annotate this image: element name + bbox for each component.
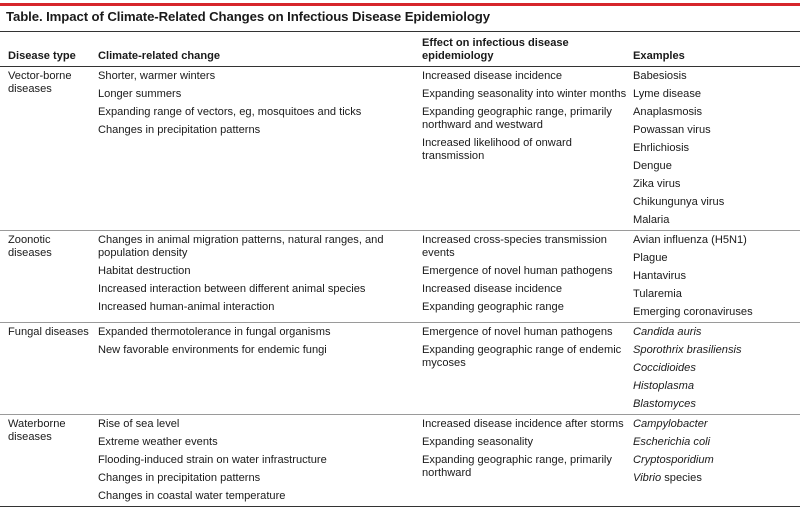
effect-item: Expanding geographic range of endemic my…: [422, 344, 622, 369]
examples-cell: Campylobacter Escherichia coli Cryptospo…: [627, 415, 800, 507]
example-item: Powassan virus: [633, 124, 711, 136]
row-vector-borne: Vector-borne diseases Shorter, warmer wi…: [0, 67, 800, 231]
example-item: Coccidioides: [633, 362, 696, 374]
example-item: Tularemia: [633, 288, 682, 300]
examples-cell: Candida auris Sporothrix brasiliensis Co…: [627, 323, 800, 415]
change-item: Expanded thermotolerance in fungal organ…: [98, 326, 331, 338]
example-item: Babesiosis: [633, 70, 687, 82]
example-item: Candida auris: [633, 326, 702, 338]
row-waterborne: Waterborne diseases Rise of sea level Ex…: [0, 415, 800, 507]
effect-item: Increased disease incidence: [422, 70, 562, 82]
effects-cell: Emergence of novel human pathogens Expan…: [416, 323, 627, 415]
example-item: Ehrlichiosis: [633, 142, 690, 154]
change-item: New favorable environments for endemic f…: [98, 344, 327, 356]
example-suffix: species: [661, 472, 702, 484]
effect-item: Increased disease incidence: [422, 283, 562, 295]
header-effect: Effect on infectious disease epidemiolog…: [422, 37, 569, 62]
example-item: Vibrio species: [633, 472, 800, 485]
disease-type: Waterborne diseases: [8, 418, 66, 443]
example-item: Anaplasmosis: [633, 106, 703, 118]
effects-cell: Increased disease incidence Expanding se…: [416, 67, 627, 231]
example-item: Avian influenza (H5N1): [633, 234, 747, 246]
example-item: Zika virus: [633, 178, 681, 190]
effect-item: Emergence of novel human pathogens: [422, 326, 613, 338]
changes-cell: Changes in animal migration patterns, na…: [92, 231, 416, 323]
effects-cell: Increased disease incidence after storms…: [416, 415, 627, 507]
disease-type: Zoonotic diseases: [8, 234, 52, 259]
example-item: Dengue: [633, 160, 672, 172]
effect-item: Increased likelihood of onward transmiss…: [422, 137, 572, 162]
change-item: Longer summers: [98, 88, 182, 100]
examples-cell: Avian influenza (H5N1) Plague Hantavirus…: [627, 231, 800, 323]
disease-type: Fungal diseases: [8, 326, 89, 338]
row-zoonotic: Zoonotic diseases Changes in animal migr…: [0, 231, 800, 323]
examples-cell: Babesiosis Lyme disease Anaplasmosis Pow…: [627, 67, 800, 231]
example-item: Lyme disease: [633, 88, 702, 100]
example-item: Sporothrix brasiliensis: [633, 344, 742, 356]
change-item: Changes in precipitation patterns: [98, 472, 261, 484]
effect-item: Expanding geographic range, primarily no…: [422, 106, 612, 131]
example-item: Histoplasma: [633, 380, 695, 392]
header-examples: Examples: [633, 50, 685, 62]
epidemiology-table: Disease type Climate-related change Effe…: [0, 31, 800, 507]
change-item: Expanding range of vectors, eg, mosquito…: [98, 106, 362, 118]
accent-rule: [0, 3, 800, 6]
header-disease-type: Disease type: [8, 50, 76, 62]
changes-cell: Rise of sea level Extreme weather events…: [92, 415, 416, 507]
example-genus: Vibrio: [633, 472, 662, 484]
effects-cell: Increased cross-species transmission eve…: [416, 231, 627, 323]
effect-item: Increased disease incidence after storms: [422, 418, 624, 430]
change-item: Changes in precipitation patterns: [98, 124, 261, 136]
changes-cell: Shorter, warmer winters Longer summers E…: [92, 67, 416, 231]
example-item: Hantavirus: [633, 270, 687, 282]
example-item: Blastomyces: [633, 398, 696, 410]
change-item: Habitat destruction: [98, 265, 191, 277]
header-row: Disease type Climate-related change Effe…: [0, 31, 800, 67]
change-item: Increased interaction between different …: [98, 283, 366, 295]
changes-cell: Expanded thermotolerance in fungal organ…: [92, 323, 416, 415]
example-item: Malaria: [633, 214, 670, 226]
example-item: Cryptosporidium: [633, 454, 714, 466]
disease-type: Vector-borne diseases: [8, 70, 72, 95]
change-item: Rise of sea level: [98, 418, 180, 430]
change-item: Shorter, warmer winters: [98, 70, 216, 82]
header-climate-change: Climate-related change: [98, 50, 221, 62]
example-item: Emerging coronaviruses: [633, 306, 753, 318]
change-item: Extreme weather events: [98, 436, 218, 448]
change-item: Flooding-induced strain on water infrast…: [98, 454, 327, 466]
effect-item: Emergence of novel human pathogens: [422, 265, 613, 277]
effect-item: Expanding geographic range: [422, 301, 564, 313]
row-fungal: Fungal diseases Expanded thermotolerance…: [0, 323, 800, 415]
example-item: Escherichia coli: [633, 436, 711, 448]
page: Table. Impact of Climate-Related Changes…: [0, 3, 800, 507]
example-item: Chikungunya virus: [633, 196, 725, 208]
effect-item: Expanding geographic range, primarily no…: [422, 454, 612, 479]
effect-item: Expanding seasonality into winter months: [422, 88, 627, 100]
example-item: Plague: [633, 252, 668, 264]
change-item: Increased human-animal interaction: [98, 301, 275, 313]
effect-item: Expanding seasonality: [422, 436, 534, 448]
change-item: Changes in coastal water temperature: [98, 490, 286, 502]
example-item: Campylobacter: [633, 418, 708, 430]
change-item: Changes in animal migration patterns, na…: [98, 234, 384, 259]
table-title: Table. Impact of Climate-Related Changes…: [6, 9, 490, 24]
effect-item: Increased cross-species transmission eve…: [422, 234, 607, 259]
